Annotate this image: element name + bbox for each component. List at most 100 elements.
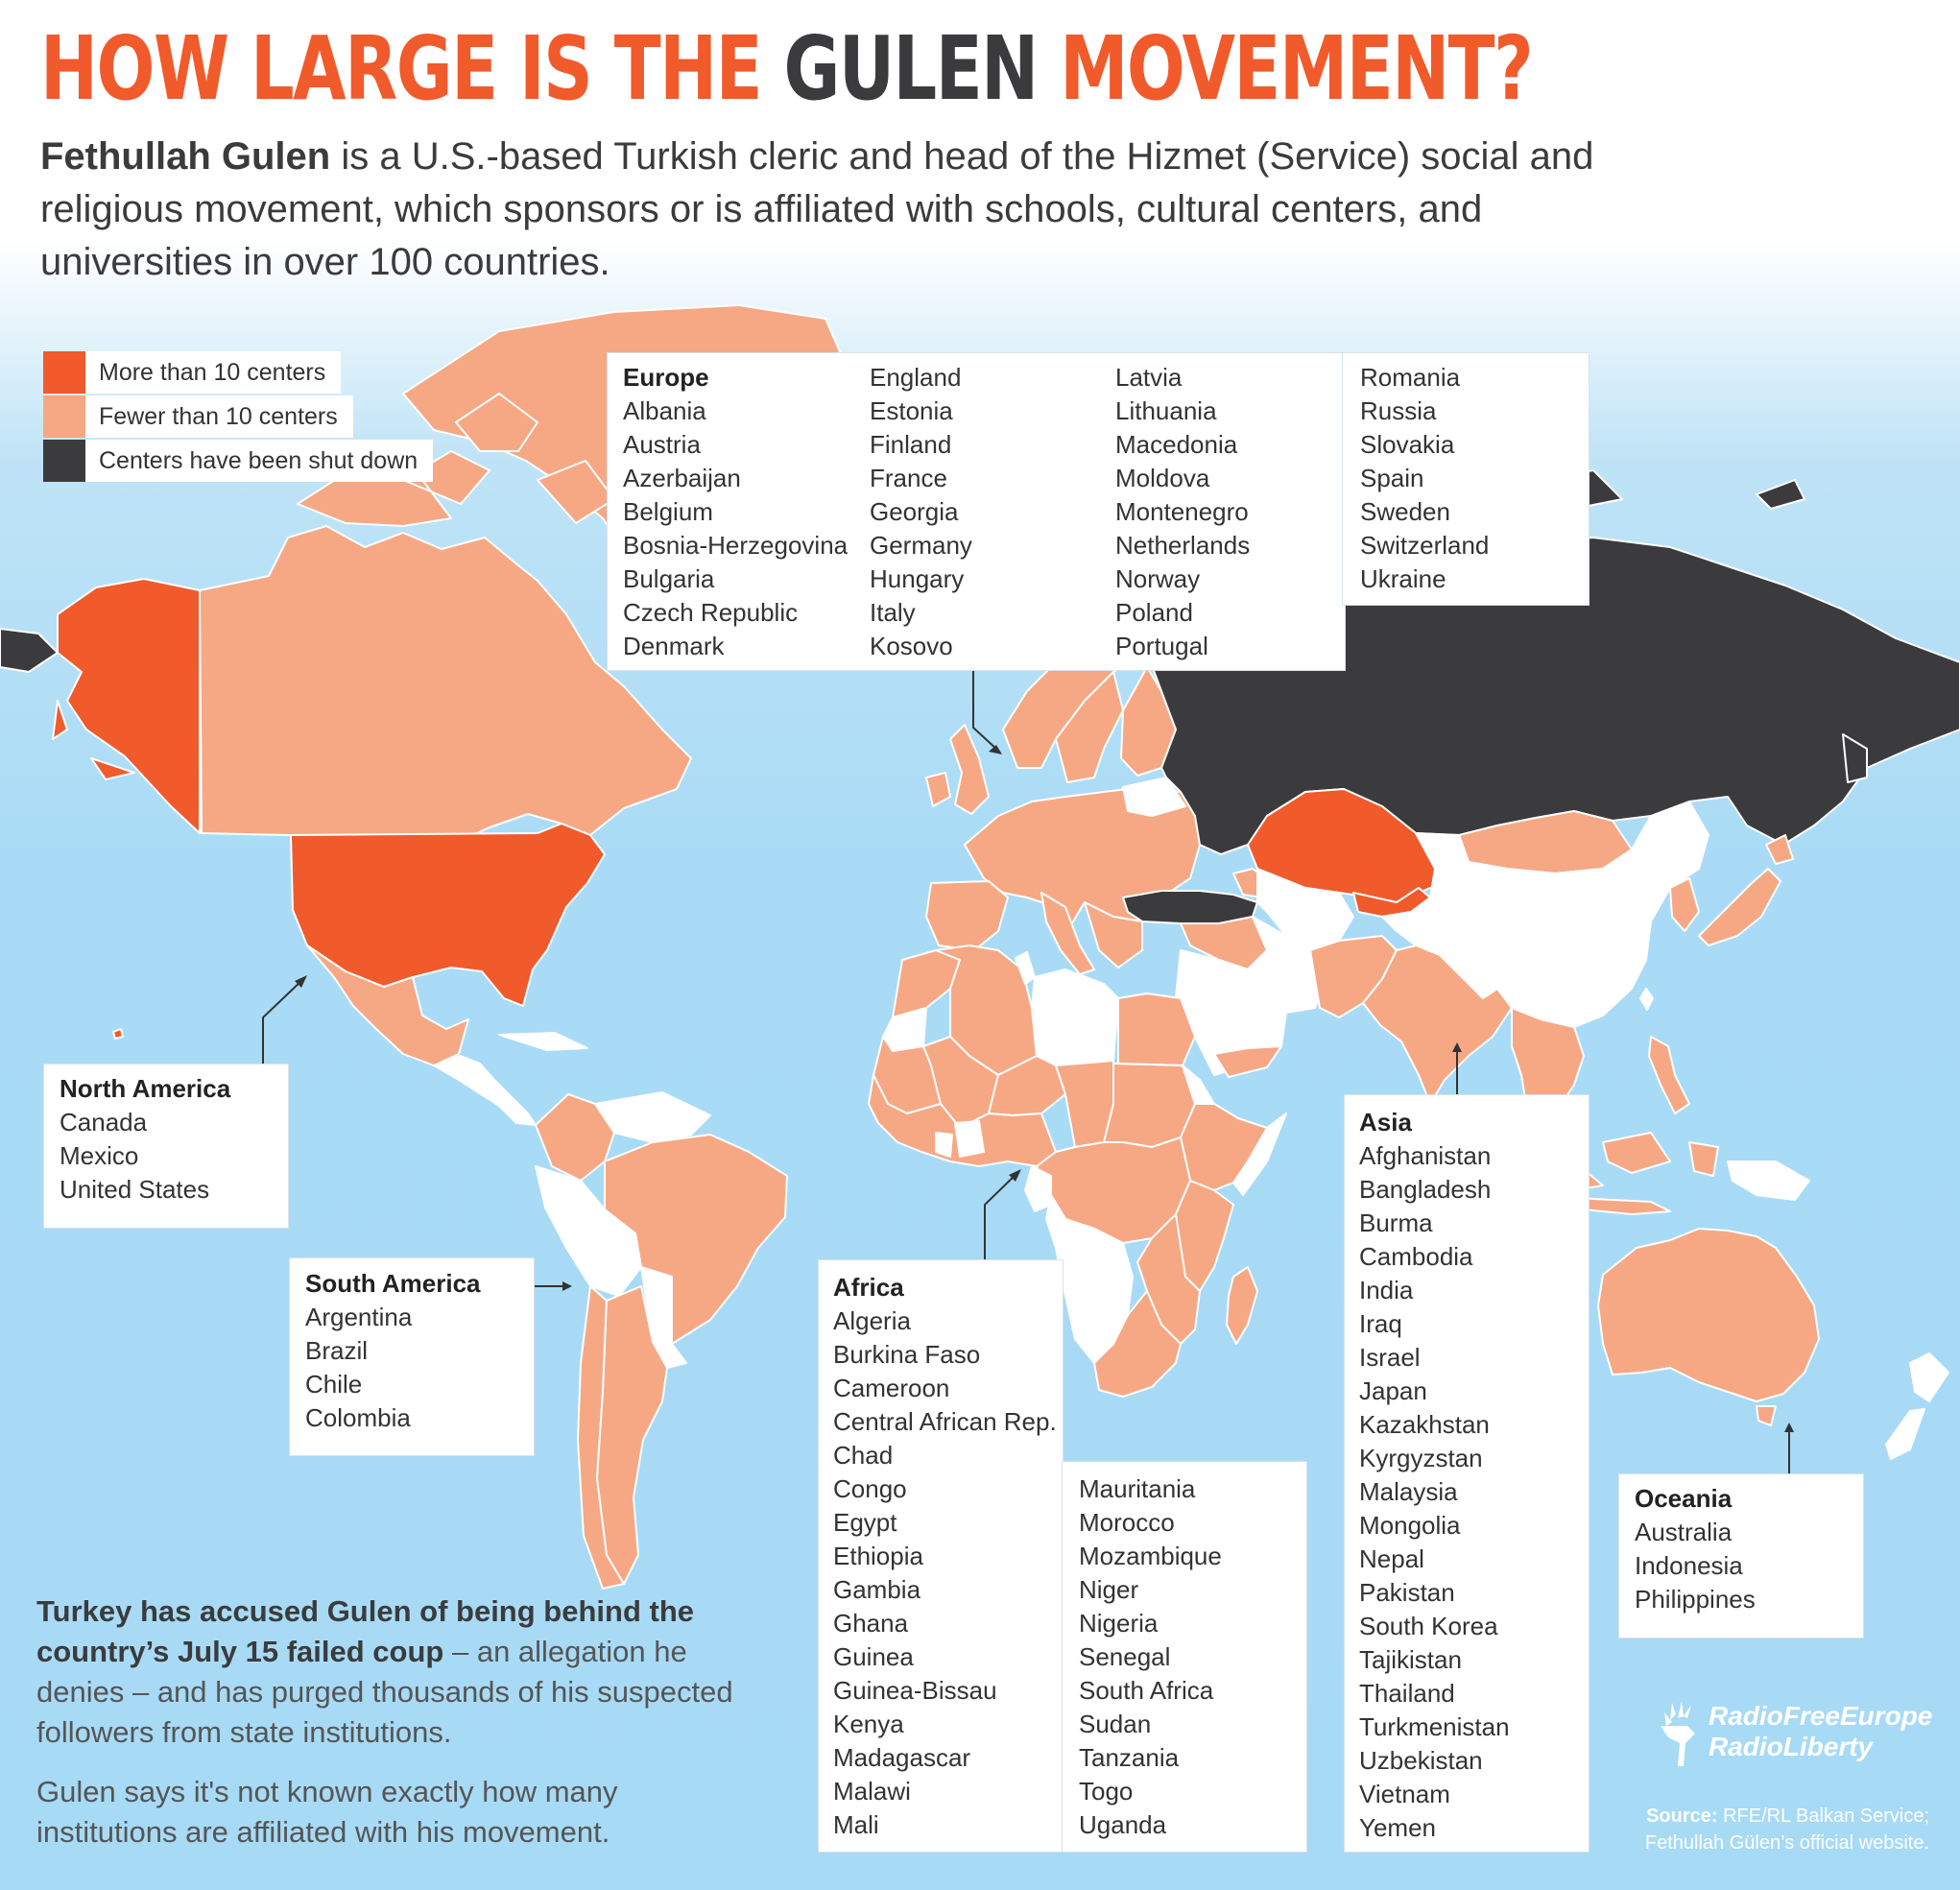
oceania-arrowhead [1784, 1423, 1794, 1432]
country-item: Slovakia [1360, 430, 1455, 459]
coup-paragraph: Turkey has accused Gulen of being behind… [36, 1591, 747, 1753]
country-item: Georgia [870, 497, 959, 526]
country-item: Albania [623, 396, 706, 425]
africa-col-1: Africa Algeria Burkina Faso Cameroon Cen… [833, 1271, 1057, 1842]
mozambique-malawi [1136, 1213, 1201, 1345]
intro-body: is a U.S.-based Turkish cleric and head … [40, 135, 1594, 283]
new-zealand [1885, 1352, 1949, 1460]
country-item: Italy [870, 598, 916, 627]
somalia [1232, 1112, 1287, 1196]
legend-item-shut: Centers have been shut down [43, 440, 434, 482]
europe-col-1: Europe Albania Austria Azerbaijan Belgiu… [623, 361, 848, 663]
country-item: Chad [833, 1441, 894, 1470]
africa-heading: Africa [833, 1273, 904, 1302]
country-item: Chile [305, 1370, 363, 1399]
country-item: Gambia [833, 1575, 921, 1604]
country-item: Denmark [623, 632, 725, 660]
country-item: Togo [1079, 1777, 1134, 1806]
country-item: Spain [1360, 464, 1424, 492]
coup-note: Turkey has accused Gulen of being behind… [36, 1591, 747, 1872]
north-america-box [43, 1064, 289, 1229]
russia [1146, 537, 1960, 855]
legend-swatch-more [43, 351, 85, 394]
africa-col-2: Mauritania Morocco Mozambique Niger Nige… [1079, 1472, 1222, 1842]
country-item: Cameroon [833, 1374, 950, 1402]
madagascar [1226, 1266, 1258, 1345]
source-text-1: RFE/RL Balkan Service; [1717, 1806, 1929, 1827]
taiwan [1639, 988, 1654, 1011]
asia-box [1344, 1094, 1590, 1853]
north-america-list: North America Canada Mexico United State… [60, 1072, 230, 1207]
legend-item-more: More than 10 centers [43, 351, 433, 394]
country-item: Indonesia [1635, 1551, 1743, 1580]
map-legend: More than 10 centers Fewer than 10 cente… [43, 351, 434, 484]
legend-label-fewer: Fewer than 10 centers [85, 395, 353, 438]
africa-arrowhead [1009, 1169, 1021, 1182]
country-item: Ukraine [1360, 564, 1446, 593]
south-america-box [289, 1257, 535, 1456]
country-item: Moldova [1115, 464, 1210, 492]
africa-box [818, 1259, 1064, 1853]
peru-ecuador-bolivia [535, 1165, 642, 1297]
legend-label-shut: Centers have been shut down [85, 440, 434, 482]
rferl-torch-icon [1661, 1701, 1695, 1766]
country-item: Yemen [1359, 1813, 1436, 1842]
hokkaido [1765, 834, 1794, 865]
country-item: Uganda [1079, 1810, 1167, 1839]
country-item: Bangladesh [1359, 1175, 1492, 1204]
country-item: Senegal [1079, 1642, 1171, 1671]
coup-body: – an allegation he denies – and has purg… [36, 1635, 733, 1749]
europe-pointer [972, 670, 999, 752]
country-item: Germany [870, 531, 972, 560]
country-item: Austria [623, 430, 701, 459]
country-item: South Africa [1079, 1676, 1214, 1705]
chukotka [0, 628, 59, 673]
colombia [535, 1093, 615, 1182]
title-part-1: HOW LARGE IS THE [40, 17, 784, 120]
japan [1698, 868, 1781, 946]
logo-line-1: RadioFreeEurope [1709, 1701, 1933, 1731]
europe-arrowhead [989, 745, 1002, 754]
country-item: Mexico [60, 1141, 139, 1170]
philippines [1648, 1036, 1690, 1114]
country-item: Latvia [1115, 363, 1183, 392]
country-item: Afghanistan [1359, 1141, 1492, 1170]
kamchatka [1842, 733, 1868, 783]
source-credit: Source: RFE/RL Balkan Service; Fethullah… [1645, 1803, 1929, 1856]
country-item: Ghana [833, 1609, 909, 1638]
cuba [498, 1032, 588, 1051]
country-item: Estonia [870, 396, 953, 425]
country-item: Pakistan [1359, 1578, 1455, 1607]
ireland [925, 772, 951, 807]
country-item: South Korea [1359, 1612, 1498, 1640]
country-item: Portugal [1115, 632, 1208, 660]
country-item: Bulgaria [623, 564, 715, 593]
country-item: Central African Rep. [833, 1407, 1057, 1436]
country-item: England [870, 363, 962, 392]
country-item: Kenya [833, 1710, 904, 1738]
country-item: Madagascar [833, 1743, 971, 1772]
tasmania [1756, 1405, 1777, 1426]
source-line-2: Fethullah Gülen’s official website. [1644, 1832, 1929, 1854]
country-item: Lithuania [1115, 396, 1217, 425]
country-item: Tanzania [1079, 1743, 1180, 1772]
intro-bold: Fethullah Gulen [40, 135, 331, 178]
country-item: Macedonia [1115, 430, 1238, 459]
country-item: Tajikistan [1359, 1645, 1462, 1674]
europe-west [964, 786, 1201, 927]
africa-pointer [984, 1172, 1018, 1259]
europe-box [607, 352, 1346, 671]
country-item: Norway [1115, 564, 1201, 593]
country-item: Ethiopia [833, 1542, 923, 1570]
country-item: Switzerland [1360, 531, 1490, 560]
sweden [1055, 671, 1124, 783]
country-item: Mali [833, 1810, 879, 1839]
country-item: Uzbekistan [1359, 1746, 1483, 1775]
page-title: HOW LARGE IS THE GULEN MOVEMENT? [40, 17, 1534, 120]
source-label: Source: [1646, 1806, 1718, 1827]
country-item: Colombia [305, 1403, 411, 1432]
africa-box-extension [1062, 1461, 1307, 1853]
country-item: Mozambique [1079, 1542, 1222, 1570]
asia-list: Asia Afghanistan Bangladesh Burma Cambod… [1359, 1106, 1510, 1845]
